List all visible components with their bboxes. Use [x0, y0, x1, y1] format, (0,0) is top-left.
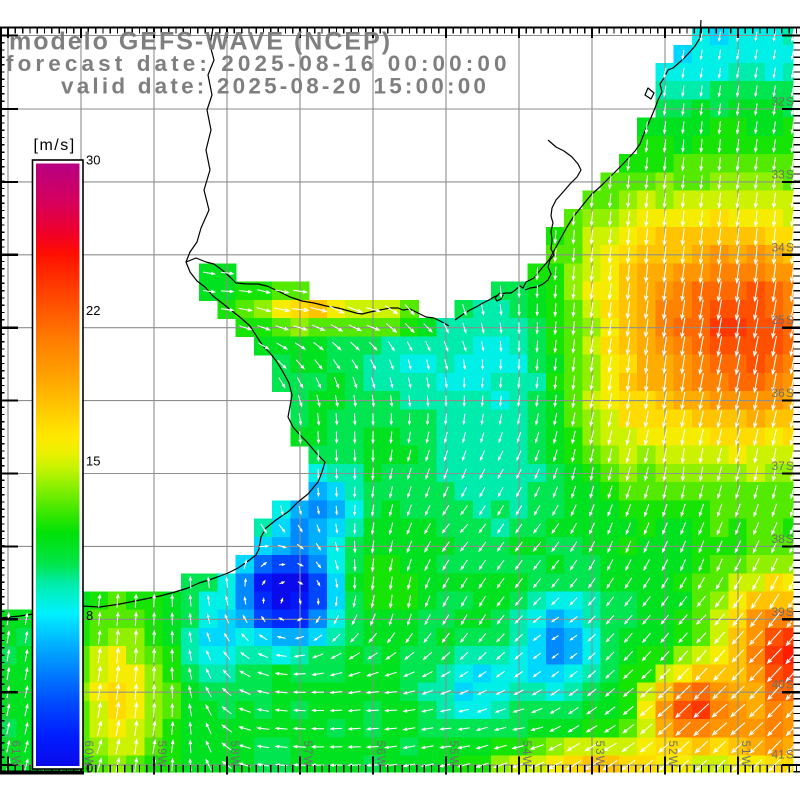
svg-text:56W: 56W — [374, 741, 386, 768]
svg-text:33 S: 33 S — [772, 167, 794, 181]
svg-text:40 S: 40 S — [772, 678, 794, 692]
svg-text:36 S: 36 S — [772, 386, 794, 400]
svg-text:valid date: 2025-08-20 15:00:0: valid date: 2025-08-20 15:00:00 — [61, 74, 489, 99]
svg-text:modelo GEFS-WAVE (NCEP): modelo GEFS-WAVE (NCEP) — [9, 28, 392, 56]
svg-text:59W: 59W — [155, 741, 167, 768]
svg-text:51W: 51W — [739, 741, 751, 768]
svg-text:37 S: 37 S — [772, 459, 794, 473]
svg-text:54W: 54W — [520, 741, 532, 768]
svg-text:57W: 57W — [301, 741, 313, 768]
svg-text:8: 8 — [86, 608, 93, 623]
svg-text:0: 0 — [86, 761, 93, 776]
svg-text:15: 15 — [86, 454, 100, 469]
svg-text:39 S: 39 S — [772, 605, 794, 619]
svg-text:32 S: 32 S — [772, 95, 794, 109]
svg-text:38 S: 38 S — [772, 532, 794, 546]
svg-text:52W: 52W — [666, 741, 678, 768]
svg-text:forecast date: 2025-08-16 00:0: forecast date: 2025-08-16 00:00:00 — [6, 51, 511, 76]
svg-text:[m/s]: [m/s] — [34, 137, 76, 154]
svg-text:61W: 61W — [9, 741, 21, 768]
svg-text:41 S: 41 S — [772, 748, 794, 762]
svg-text:55W: 55W — [447, 741, 459, 768]
svg-text:58W: 58W — [228, 741, 240, 768]
svg-text:22: 22 — [86, 303, 100, 318]
svg-text:60W: 60W — [82, 741, 94, 768]
svg-text:53W: 53W — [593, 741, 605, 768]
svg-text:35 S: 35 S — [772, 313, 794, 327]
svg-text:30: 30 — [86, 153, 100, 168]
svg-text:34 S: 34 S — [772, 240, 794, 254]
